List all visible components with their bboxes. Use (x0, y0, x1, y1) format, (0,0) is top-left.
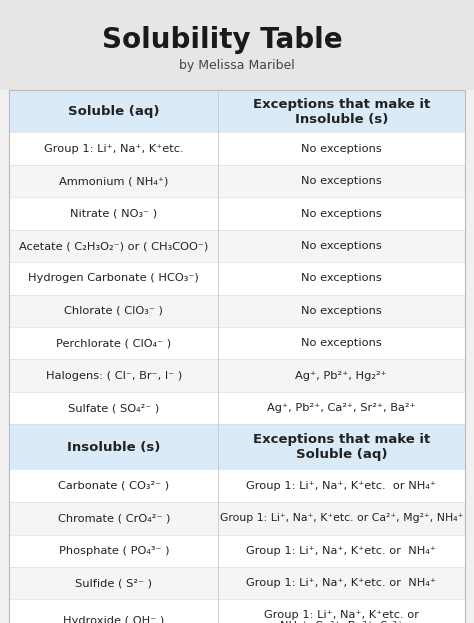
Text: Ag⁺, Pb²⁺, Ca²⁺, Sr²⁺, Ba²⁺: Ag⁺, Pb²⁺, Ca²⁺, Sr²⁺, Ba²⁺ (267, 403, 416, 413)
FancyBboxPatch shape (9, 392, 465, 424)
FancyBboxPatch shape (9, 165, 465, 197)
Text: Soluble (aq): Soluble (aq) (68, 105, 160, 118)
Text: Sulfide ( S²⁻ ): Sulfide ( S²⁻ ) (75, 578, 152, 588)
FancyBboxPatch shape (9, 197, 465, 230)
Text: Hydroxide ( OH⁻ ): Hydroxide ( OH⁻ ) (63, 616, 164, 623)
FancyBboxPatch shape (9, 502, 465, 535)
Text: Exceptions that make it
Soluble (aq): Exceptions that make it Soluble (aq) (253, 433, 430, 461)
Text: Sulfate ( SO₄²⁻ ): Sulfate ( SO₄²⁻ ) (68, 403, 159, 413)
Text: Insoluble (s): Insoluble (s) (67, 440, 160, 454)
Text: No exceptions: No exceptions (301, 176, 382, 186)
Text: No exceptions: No exceptions (301, 338, 382, 348)
Text: Solubility Table: Solubility Table (102, 27, 343, 54)
Text: Group 1: Li⁺, Na⁺, K⁺etc. or Ca²⁺, Mg²⁺, NH₄⁺: Group 1: Li⁺, Na⁺, K⁺etc. or Ca²⁺, Mg²⁺,… (219, 513, 463, 523)
Text: Ammonium ( NH₄⁺): Ammonium ( NH₄⁺) (59, 176, 168, 186)
Text: Hydrogen Carbonate ( HCO₃⁻): Hydrogen Carbonate ( HCO₃⁻) (28, 273, 199, 283)
Text: No exceptions: No exceptions (301, 273, 382, 283)
Text: Halogens: ( Cl⁻, Br⁻, I⁻ ): Halogens: ( Cl⁻, Br⁻, I⁻ ) (46, 371, 182, 381)
Text: Group 1: Li⁺, Na⁺, K⁺etc.: Group 1: Li⁺, Na⁺, K⁺etc. (44, 144, 183, 154)
Text: No exceptions: No exceptions (301, 241, 382, 251)
Text: by Melissa Maribel: by Melissa Maribel (179, 59, 295, 72)
FancyBboxPatch shape (9, 359, 465, 392)
FancyBboxPatch shape (9, 535, 465, 567)
Text: Ag⁺, Pb²⁺, Hg₂²⁺: Ag⁺, Pb²⁺, Hg₂²⁺ (295, 371, 387, 381)
Text: Exceptions that make it
Insoluble (s): Exceptions that make it Insoluble (s) (253, 98, 430, 125)
FancyBboxPatch shape (9, 133, 465, 165)
Text: Perchlorate ( ClO₄⁻ ): Perchlorate ( ClO₄⁻ ) (56, 338, 171, 348)
Text: Chromate ( CrO₄²⁻ ): Chromate ( CrO₄²⁻ ) (57, 513, 170, 523)
FancyBboxPatch shape (9, 327, 465, 359)
Text: Group 1: Li⁺, Na⁺, K⁺etc. or  NH₄⁺: Group 1: Li⁺, Na⁺, K⁺etc. or NH₄⁺ (246, 578, 436, 588)
Text: Group 1: Li⁺, Na⁺, K⁺etc.  or NH₄⁺: Group 1: Li⁺, Na⁺, K⁺etc. or NH₄⁺ (246, 481, 436, 491)
Text: Nitrate ( NO₃⁻ ): Nitrate ( NO₃⁻ ) (70, 209, 157, 219)
Text: Group 1: Li⁺, Na⁺, K⁺etc. or
NH₄⁺, Ca²⁺, Ba²⁺, Sr²⁺: Group 1: Li⁺, Na⁺, K⁺etc. or NH₄⁺, Ca²⁺,… (264, 610, 419, 623)
Text: No exceptions: No exceptions (301, 209, 382, 219)
FancyBboxPatch shape (9, 262, 465, 295)
FancyBboxPatch shape (0, 0, 474, 90)
Text: Acetate ( C₂H₃O₂⁻) or ( CH₃COO⁻): Acetate ( C₂H₃O₂⁻) or ( CH₃COO⁻) (19, 241, 209, 251)
Text: Carbonate ( CO₃²⁻ ): Carbonate ( CO₃²⁻ ) (58, 481, 169, 491)
Text: No exceptions: No exceptions (301, 306, 382, 316)
FancyBboxPatch shape (9, 230, 465, 262)
Text: No exceptions: No exceptions (301, 144, 382, 154)
Text: Phosphate ( PO₄³⁻ ): Phosphate ( PO₄³⁻ ) (58, 546, 169, 556)
FancyBboxPatch shape (9, 90, 465, 623)
Text: Group 1: Li⁺, Na⁺, K⁺etc. or  NH₄⁺: Group 1: Li⁺, Na⁺, K⁺etc. or NH₄⁺ (246, 546, 436, 556)
FancyBboxPatch shape (9, 424, 465, 470)
FancyBboxPatch shape (9, 599, 465, 623)
FancyBboxPatch shape (9, 470, 465, 502)
FancyBboxPatch shape (9, 567, 465, 599)
Text: Chlorate ( ClO₃⁻ ): Chlorate ( ClO₃⁻ ) (64, 306, 163, 316)
FancyBboxPatch shape (9, 90, 465, 133)
FancyBboxPatch shape (9, 295, 465, 327)
